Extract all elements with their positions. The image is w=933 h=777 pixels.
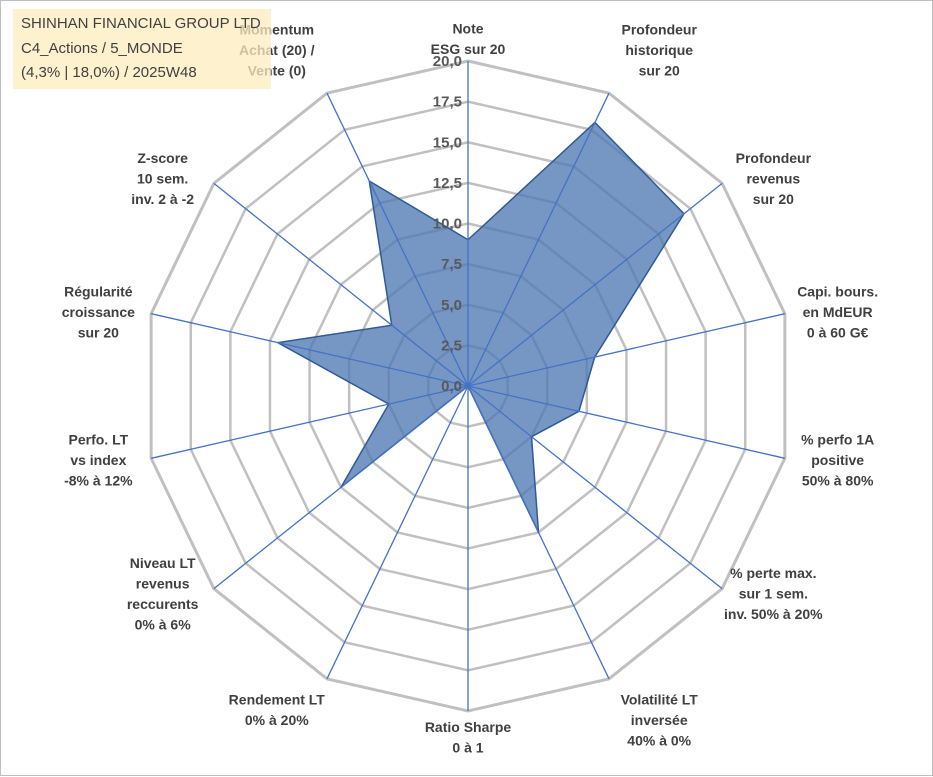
axis-label: Note: [452, 21, 483, 37]
axis-label: 10 sem.: [137, 170, 188, 186]
axis-label: positive: [811, 452, 864, 468]
tick-label: 17,5: [433, 94, 462, 111]
axis-label: en MdEUR: [803, 304, 873, 320]
axis-label: vs index: [70, 452, 126, 468]
axis-label: Z-score: [137, 150, 188, 166]
axis-label: sur 20: [639, 62, 680, 78]
tick-label: 15,0: [433, 134, 462, 151]
axis-label: Capi. bours.: [797, 283, 878, 299]
axis-label: 50% à 80%: [802, 473, 874, 489]
axis-label: sur 20: [78, 324, 119, 340]
axis-label: croissance: [62, 304, 135, 320]
axis-label: Régularité: [64, 283, 133, 299]
axis-label: -8% à 12%: [64, 473, 133, 489]
axis-label: Niveau LT: [130, 555, 196, 571]
category-label: C4_Actions / 5_MONDE: [21, 40, 183, 57]
axis-label: % perte max.: [730, 565, 816, 581]
axis-label: revenus: [746, 170, 800, 186]
axis-label: 40% à 0%: [627, 733, 691, 749]
axis-label: ESG sur 20: [431, 41, 506, 57]
axis-label: inversée: [631, 712, 688, 728]
tick-label: 5,0: [441, 297, 462, 314]
tick-label: 12,5: [433, 175, 462, 192]
tick-label: 7,5: [441, 256, 462, 273]
axis-label: Rendement LT: [229, 692, 326, 708]
tick-label: 2,5: [441, 337, 462, 354]
info-box: SHINHAN FINANCIAL GROUP LTD C4_Actions /…: [13, 9, 271, 89]
tick-label: 0,0: [441, 378, 462, 395]
company-name: SHINHAN FINANCIAL GROUP LTD: [21, 15, 261, 32]
axis-label: sur 1 sem.: [739, 586, 808, 602]
axis-label: inv. 50% à 20%: [724, 606, 823, 622]
axis-label: Profondeur: [621, 21, 697, 37]
axis-label: 0 à 60 G€: [807, 324, 869, 340]
axis-label: Ratio Sharpe: [425, 719, 512, 735]
axis-label: historique: [625, 42, 693, 58]
axis-label: Perfo. LT: [69, 432, 129, 448]
axis-label: Volatilité LT: [621, 692, 699, 708]
axis-label: 0% à 6%: [135, 616, 192, 632]
stats-label: (4,3% | 18,0%) / 2025W48: [21, 64, 197, 81]
tick-label: 10,0: [433, 216, 462, 233]
axis-label: Profondeur: [736, 150, 812, 166]
axis-label: % perfo 1A: [801, 432, 874, 448]
axis-label: 0 à 1: [452, 740, 483, 756]
axis-label: sur 20: [753, 191, 794, 207]
axis-label: inv. 2 à -2: [131, 191, 194, 207]
axis-label: revenus: [136, 575, 190, 591]
axis-label: 0% à 20%: [245, 712, 309, 728]
axis-label: reccurents: [127, 596, 199, 612]
